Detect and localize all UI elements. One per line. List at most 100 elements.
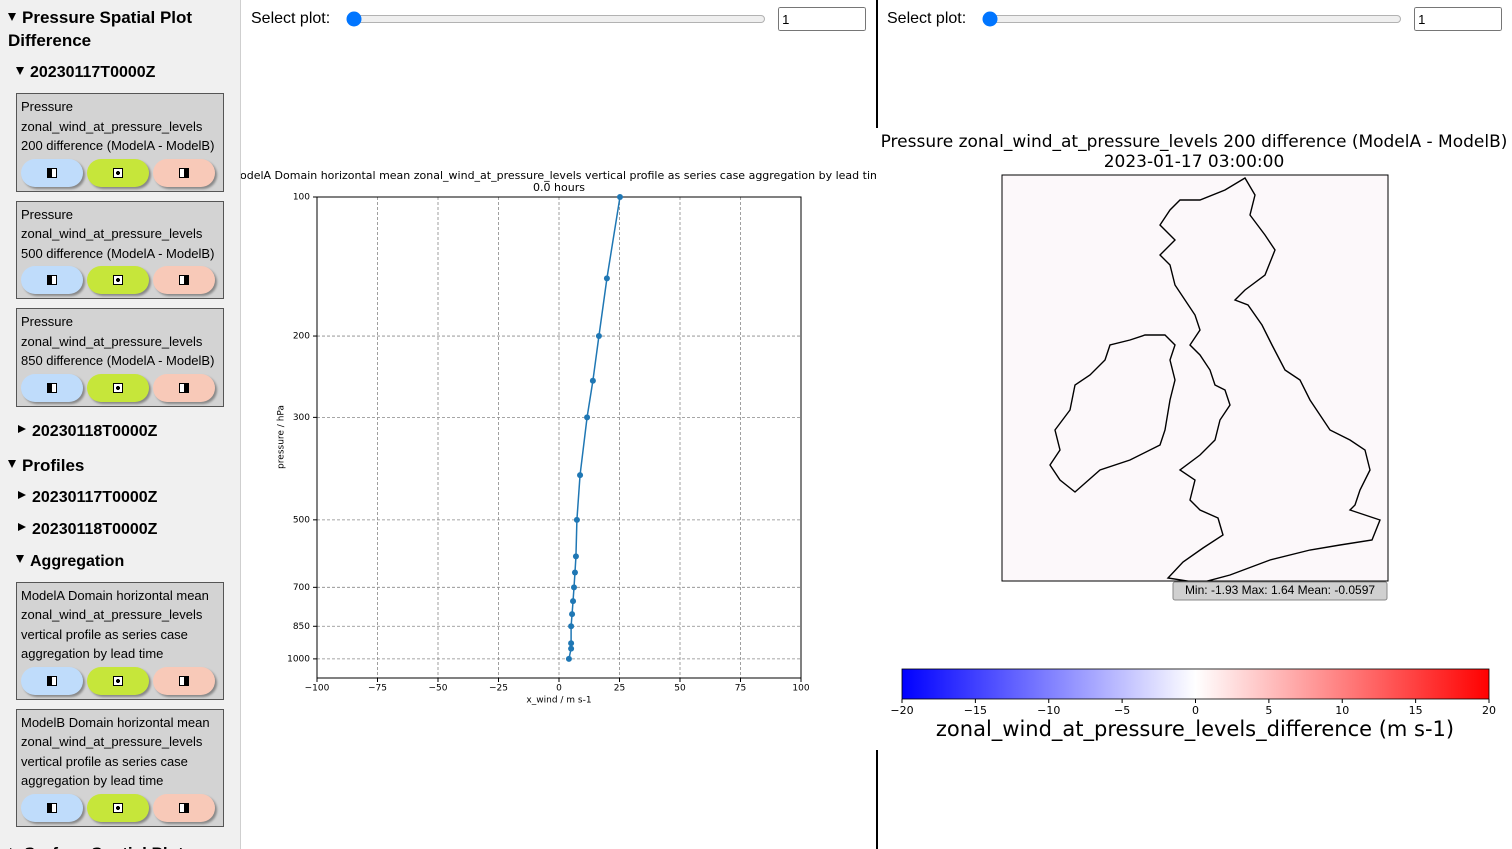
show-right-button[interactable] (153, 373, 215, 402)
profile-point (603, 275, 610, 282)
profile-point (616, 194, 623, 200)
show-right-button[interactable] (153, 266, 215, 294)
ireland (1049, 334, 1176, 493)
button-icon (47, 675, 57, 686)
profile-point (568, 640, 575, 647)
plot-slider[interactable] (982, 11, 1403, 27)
coastline (1049, 177, 1381, 581)
sidebar: Pressure Spatial Plot Difference 20230117… (0, 0, 241, 849)
colorbar-tick-label: 0 (1192, 704, 1199, 717)
map-subtitle: 2023-01-17 03:00:00 (1104, 152, 1285, 172)
y-axis-label: pressure / hPa (277, 405, 287, 469)
card-text: Pressure zonal_wind_at_pressure_levels 8… (21, 314, 215, 368)
selector-label: Select plot: (887, 10, 967, 27)
y-tick-label: 850 (293, 622, 310, 632)
tree-heading[interactable]: 20230118T0000Z (0, 514, 240, 546)
tree-heading[interactable]: 20230117T0000Z (0, 482, 240, 514)
plot-selector: Select plot: (887, 7, 1503, 31)
colorbar-tick-label: 20 (1482, 704, 1496, 717)
show-full-button[interactable] (87, 266, 149, 294)
button-icon (179, 275, 189, 285)
heading-text: 20230118T0000Z (32, 422, 158, 440)
button-icon (47, 802, 57, 813)
chart-title: ModelA Domain horizontal mean zonal_wind… (241, 169, 876, 182)
button-icon (113, 802, 123, 813)
show-right-button[interactable] (153, 793, 215, 822)
show-left-button[interactable] (21, 666, 83, 695)
profile-line (568, 196, 621, 660)
profile-chart: ModelA Domain horizontal mean zonal_wind… (241, 169, 876, 706)
heading-text: 20230117T0000Z (30, 64, 156, 81)
great-britain (1159, 177, 1381, 581)
button-icon (179, 167, 189, 178)
divider (876, 0, 878, 128)
button-icon (113, 167, 123, 178)
plot-number[interactable] (778, 7, 867, 31)
y-tick-label: 500 (293, 515, 310, 525)
y-tick-label: 700 (293, 583, 310, 593)
collapsed-arrow (18, 491, 26, 500)
profile-point (577, 472, 584, 479)
x-tick-label: −75 (368, 684, 387, 694)
profile-point (595, 333, 602, 340)
show-left-button[interactable] (21, 266, 83, 294)
tree-heading[interactable]: 20230117T0000Z (0, 57, 240, 89)
show-full-button[interactable] (87, 373, 149, 402)
heading-text: Pressure Spatial Plot Difference (8, 8, 193, 50)
tree-heading[interactable]: Aggregation (0, 546, 240, 578)
colorbar-tick-label: −15 (964, 704, 987, 717)
expanded-arrow (16, 66, 24, 75)
profile-point (565, 655, 572, 662)
profile-point (572, 553, 579, 560)
card-text: Pressure zonal_wind_at_pressure_levels 2… (21, 99, 215, 153)
button-icon (113, 675, 123, 686)
plot-card: Pressure zonal_wind_at_pressure_levels 8… (16, 308, 224, 407)
colorbar-tick-label: −10 (1037, 704, 1060, 717)
plot-frame (316, 196, 802, 679)
plot-number[interactable] (1414, 7, 1503, 31)
tree-heading[interactable]: Pressure Spatial Plot Difference (0, 0, 240, 57)
profile-point (569, 611, 576, 618)
tree-heading[interactable]: 20230118T0000Z (0, 416, 240, 448)
show-left-button[interactable] (21, 793, 83, 822)
button-icon (179, 802, 189, 813)
collapsed-arrow (18, 425, 26, 434)
heading-text: Surface Spatial Plot (24, 844, 184, 849)
map-plot: Pressure zonal_wind_at_pressure_levels 2… (878, 128, 1512, 748)
card-buttons (21, 666, 220, 695)
button-icon (113, 382, 123, 393)
button-icon (47, 167, 57, 178)
heading-text: Aggregation (30, 552, 125, 570)
show-right-button[interactable] (153, 666, 215, 695)
colorbar-tick-label: 15 (1409, 704, 1423, 717)
map-field (1002, 175, 1388, 581)
profile-point (568, 623, 575, 630)
x-tick-label: 25 (614, 684, 625, 694)
plot-slider[interactable] (346, 11, 767, 27)
show-full-button[interactable] (87, 158, 149, 187)
colorbar (901, 668, 1490, 700)
show-full-button[interactable] (87, 666, 149, 695)
card-text: ModelA Domain horizontal mean zonal_wind… (21, 587, 209, 662)
plot-card: Pressure zonal_wind_at_pressure_levels 2… (16, 93, 224, 192)
button-icon (179, 675, 189, 686)
expanded-arrow (8, 460, 16, 469)
heading-text: 20230118T0000Z (32, 520, 158, 538)
tree-heading[interactable]: Profiles (0, 448, 240, 482)
selector-label: Select plot: (251, 10, 331, 27)
stats-text: Min: -1.93 Max: 1.64 Mean: -0.0597 (1185, 583, 1375, 597)
show-right-button[interactable] (153, 158, 215, 187)
card-text: ModelB Domain horizontal mean zonal_wind… (21, 714, 210, 789)
x-tick-label: 75 (735, 684, 746, 694)
show-left-button[interactable] (21, 158, 83, 187)
tree-heading[interactable]: Surface Spatial Plot (0, 836, 240, 849)
expanded-arrow (8, 12, 16, 21)
show-left-button[interactable] (21, 373, 83, 402)
expanded-arrow (16, 555, 24, 564)
y-tick-label: 200 (293, 332, 310, 342)
button-icon (113, 275, 123, 285)
x-tick-label: 50 (674, 684, 686, 694)
profile-point (589, 377, 596, 384)
show-full-button[interactable] (87, 793, 149, 822)
